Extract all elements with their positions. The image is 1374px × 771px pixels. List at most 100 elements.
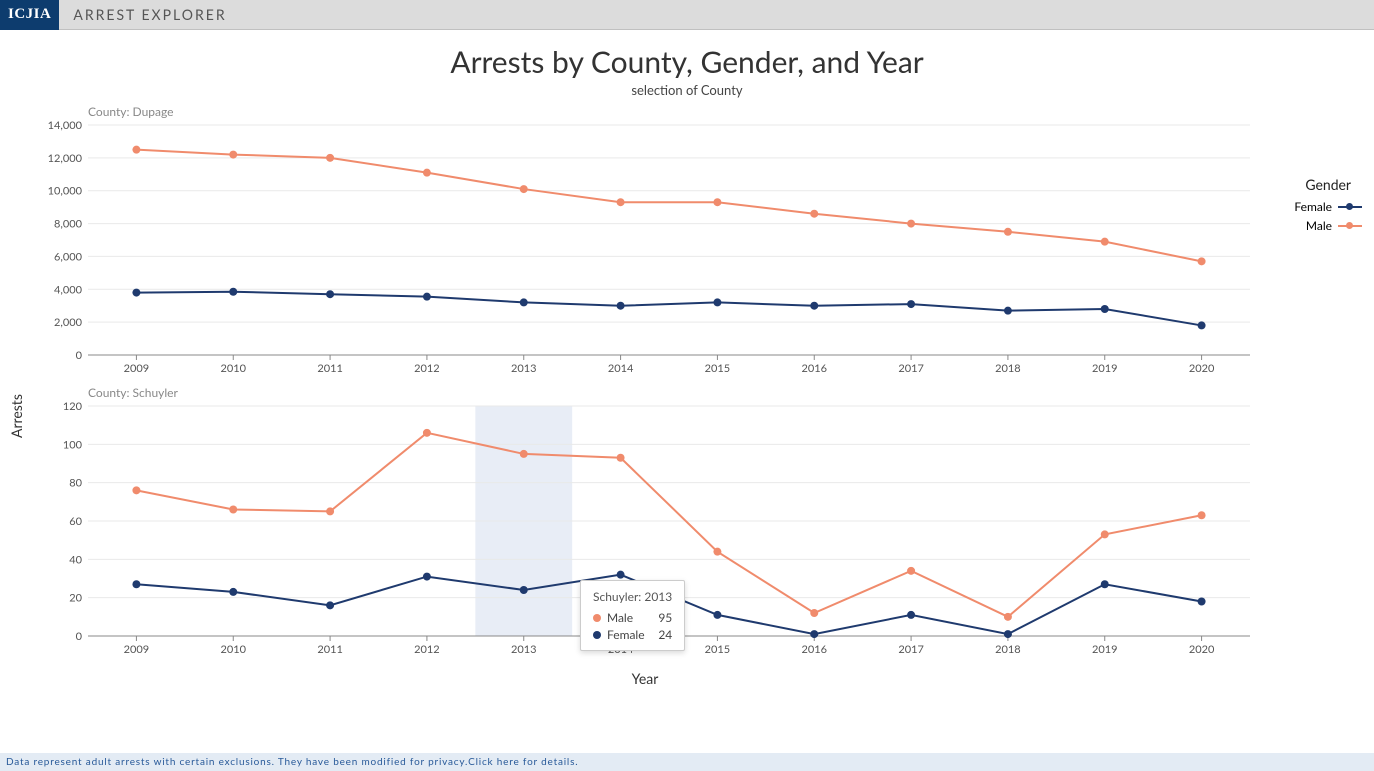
series-point-male[interactable] [326,154,334,162]
footer-text: Data represent adult arrests with certai… [6,756,468,768]
dot-icon [593,614,601,622]
series-point-male[interactable] [1198,511,1206,519]
series-point-female[interactable] [1198,598,1206,606]
legend-swatch-icon [1338,225,1362,227]
y-tick-label: 0 [76,349,83,362]
series-point-female[interactable] [617,302,625,310]
series-point-male[interactable] [520,185,528,193]
logo[interactable]: ICJIA [0,0,59,30]
legend-swatch-icon [1338,206,1362,208]
chart-panel-dupage[interactable]: 02,0004,0006,0008,00010,00012,00014,0002… [30,119,1260,379]
series-point-male[interactable] [617,198,625,206]
footer-link[interactable]: Click here for details. [468,756,578,768]
series-point-male[interactable] [229,151,237,159]
series-point-male[interactable] [907,220,915,228]
series-point-male[interactable] [132,146,140,154]
series-point-female[interactable] [229,288,237,296]
series-point-female[interactable] [326,290,334,298]
series-point-female[interactable] [810,630,818,638]
series-point-male[interactable] [132,486,140,494]
tooltip-title: Schuyler: 2013 [593,589,672,604]
chart-subtitle: selection of County [0,82,1374,98]
x-tick-label: 2019 [1092,362,1118,375]
series-point-male[interactable] [326,507,334,515]
series-line-female[interactable] [136,292,1201,326]
series-point-male[interactable] [907,567,915,575]
x-tick-label: 2010 [220,643,246,656]
x-tick-label: 2012 [414,643,440,656]
panel-label-0: County: Dupage [88,104,1260,119]
panel-label-1: County: Schuyler [88,385,1260,400]
tooltip-series-label: Male [607,610,633,625]
x-tick-label: 2009 [124,643,150,656]
series-point-male[interactable] [1004,228,1012,236]
x-tick-label: 2009 [124,362,150,375]
series-point-female[interactable] [1004,630,1012,638]
legend-title: Gender [1294,176,1362,193]
x-tick-label: 2012 [414,362,440,375]
x-tick-label: 2011 [317,643,343,656]
series-point-female[interactable] [810,302,818,310]
series-point-female[interactable] [1004,307,1012,315]
y-tick-label: 12,000 [48,152,83,165]
y-tick-label: 10,000 [48,185,83,198]
series-point-female[interactable] [132,289,140,297]
legend-item-male[interactable]: Male [1294,218,1362,233]
series-point-male[interactable] [423,169,431,177]
x-tick-label: 2017 [898,643,924,656]
series-point-male[interactable] [1198,257,1206,265]
series-point-male[interactable] [520,450,528,458]
series-point-female[interactable] [520,586,528,594]
y-tick-label: 20 [69,592,82,605]
series-point-male[interactable] [617,454,625,462]
tooltip-series-label: Female [607,627,645,642]
y-tick-label: 100 [63,438,83,451]
y-tick-label: 8,000 [54,218,83,231]
series-point-female[interactable] [907,611,915,619]
tooltip-value: 24 [658,627,672,642]
series-point-male[interactable] [1101,238,1109,246]
series-point-female[interactable] [132,580,140,588]
series-point-female[interactable] [713,298,721,306]
x-tick-label: 2020 [1189,362,1215,375]
y-tick-label: 14,000 [48,119,83,132]
series-point-female[interactable] [229,588,237,596]
x-tick-label: 2017 [898,362,924,375]
y-tick-label: 4,000 [54,283,83,296]
x-tick-label: 2020 [1189,643,1215,656]
y-tick-label: 2,000 [54,316,83,329]
series-point-male[interactable] [1101,530,1109,538]
series-point-female[interactable] [423,293,431,301]
tooltip-row: Male95 [593,610,672,625]
series-point-male[interactable] [810,609,818,617]
y-tick-label: 60 [69,515,82,528]
dot-icon [593,631,601,639]
topbar: ICJIA ARREST EXPLORER [0,0,1374,30]
series-point-male[interactable] [713,198,721,206]
series-point-male[interactable] [423,429,431,437]
series-line-male[interactable] [136,150,1201,262]
series-point-female[interactable] [1101,305,1109,313]
legend-label: Male [1306,218,1332,233]
main-chart-area: Arrests County: Dupage 02,0004,0006,0008… [0,98,1374,687]
y-tick-label: 120 [63,400,83,413]
legend: Gender Female Male [1294,176,1362,237]
series-point-male[interactable] [713,548,721,556]
series-point-male[interactable] [810,210,818,218]
legend-item-female[interactable]: Female [1294,199,1362,214]
x-tick-label: 2013 [511,643,537,656]
series-point-female[interactable] [713,611,721,619]
series-point-male[interactable] [1004,613,1012,621]
series-point-male[interactable] [229,506,237,514]
x-tick-label: 2019 [1092,643,1118,656]
series-point-female[interactable] [1101,580,1109,588]
series-point-female[interactable] [423,573,431,581]
series-point-female[interactable] [326,601,334,609]
y-tick-label: 40 [69,553,82,566]
series-point-female[interactable] [617,571,625,579]
series-point-female[interactable] [520,298,528,306]
x-tick-label: 2018 [995,362,1021,375]
series-point-female[interactable] [907,300,915,308]
series-point-female[interactable] [1198,321,1206,329]
legend-label: Female [1294,199,1332,214]
